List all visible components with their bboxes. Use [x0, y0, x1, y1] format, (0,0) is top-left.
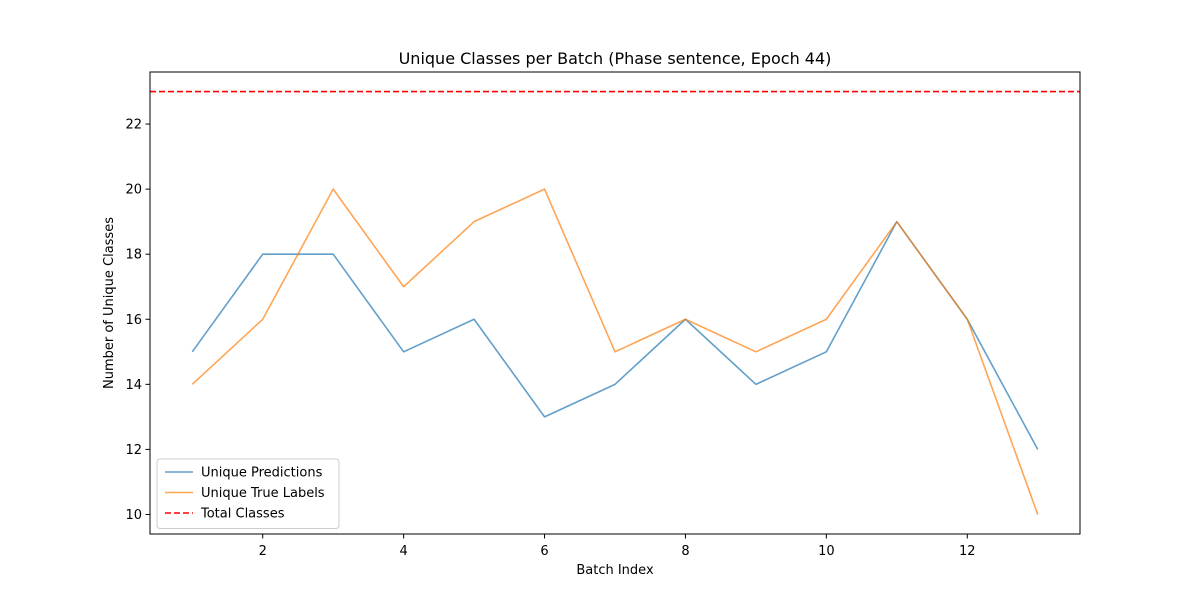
chart-title: Unique Classes per Batch (Phase sentence… — [399, 49, 832, 68]
y-tick-label: 12 — [125, 443, 142, 458]
legend-box — [156, 458, 340, 529]
data-point-s1-13 — [1037, 514, 1038, 515]
x-tick-label: 4 — [399, 544, 407, 559]
y-axis-label: Number of Unique Classes — [102, 217, 117, 389]
series-line-unique-predictions — [191, 220, 1039, 450]
data-point-s1-11 — [896, 221, 897, 222]
data-point-s1-7 — [615, 351, 616, 352]
y-axis-ticks: 10 12 14 16 18 20 22 — [125, 118, 150, 523]
data-point-s1-12 — [967, 319, 968, 320]
data-point-s0-1 — [192, 351, 193, 352]
data-point-s1-3 — [333, 189, 334, 190]
data-point-s1-6 — [544, 189, 545, 190]
legend-label: Unique True Labels — [201, 486, 325, 501]
data-point-s0-4 — [403, 351, 404, 352]
data-point-s0-5 — [474, 319, 475, 320]
x-tick-label: 6 — [540, 544, 548, 559]
x-tick-label: 8 — [681, 544, 689, 559]
y-tick-label: 20 — [125, 183, 142, 198]
data-point-s1-4 — [403, 286, 404, 287]
data-point-s1-9 — [755, 351, 756, 352]
data-point-s1-8 — [685, 319, 686, 320]
data-point-s1-5 — [474, 221, 475, 222]
data-point-s0-10 — [826, 351, 827, 352]
y-tick-label: 16 — [125, 313, 142, 328]
legend: Unique Predictions Unique True Labels Tota… — [156, 458, 340, 529]
data-point-s1-2 — [262, 319, 263, 320]
data-point-s0-9 — [755, 384, 756, 385]
data-point-s1-10 — [826, 319, 827, 320]
data-point-s0-3 — [333, 254, 334, 255]
legend-label: Unique Predictions — [201, 466, 323, 481]
data-point-s0-6 — [544, 416, 545, 417]
data-point-s0-13 — [1037, 449, 1038, 450]
x-tick-label: 10 — [818, 544, 835, 559]
data-point-s0-7 — [615, 384, 616, 385]
y-tick-label: 14 — [125, 378, 142, 393]
y-tick-label: 18 — [125, 248, 142, 263]
x-axis-label: Batch Index — [576, 563, 654, 578]
plot-frame — [149, 71, 1081, 535]
plot-area — [150, 90, 1080, 515]
x-tick-label: 2 — [259, 544, 267, 559]
data-point-s1-1 — [192, 384, 193, 385]
data-point-s0-2 — [262, 254, 263, 255]
x-tick-label: 12 — [959, 544, 976, 559]
y-tick-label: 10 — [125, 508, 142, 523]
y-tick-label: 22 — [125, 118, 142, 133]
x-axis-ticks: 2 4 6 8 10 12 — [259, 534, 976, 559]
legend-label: Total Classes — [200, 507, 285, 522]
series-line-unique-true-labels — [191, 188, 1039, 515]
